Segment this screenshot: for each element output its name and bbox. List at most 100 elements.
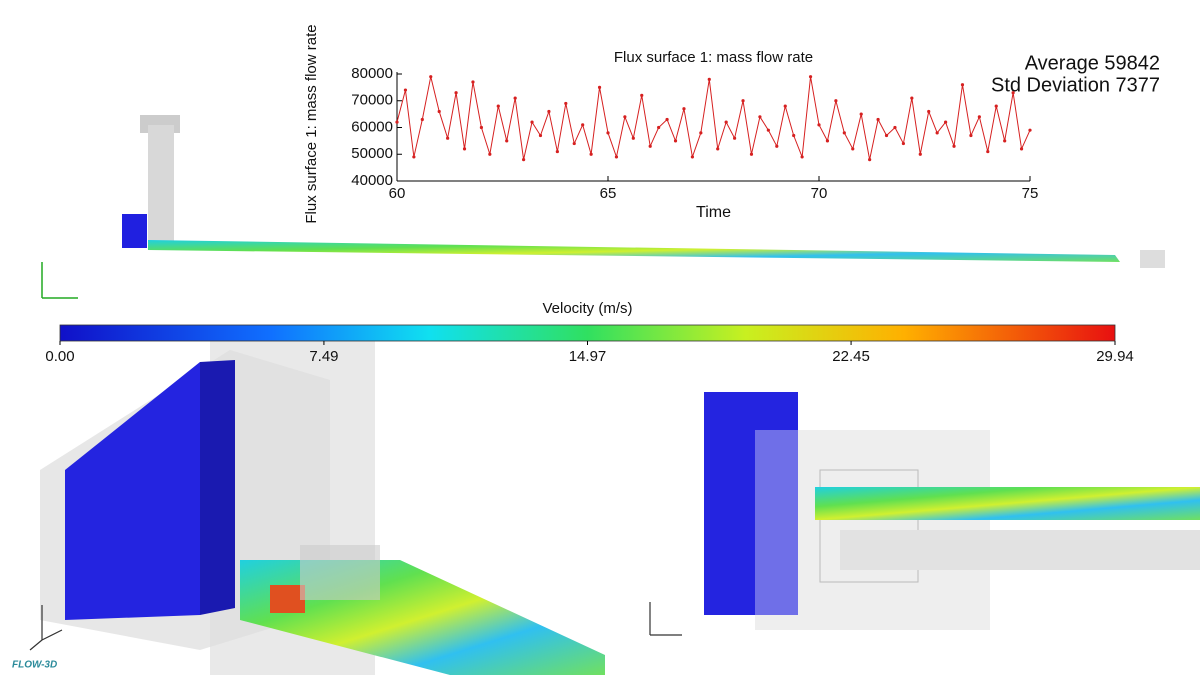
point — [766, 128, 770, 132]
point — [969, 133, 973, 138]
point — [859, 112, 863, 116]
point — [505, 139, 509, 143]
point — [564, 101, 568, 106]
point — [665, 117, 669, 122]
point — [555, 149, 559, 154]
point — [446, 136, 450, 140]
x-tick-label: 65 — [600, 185, 617, 202]
point — [623, 115, 627, 119]
point — [1003, 139, 1007, 143]
point — [716, 147, 720, 151]
point — [927, 109, 931, 114]
point — [606, 131, 610, 135]
point — [817, 123, 821, 127]
series-line — [396, 76, 1031, 160]
point — [648, 144, 652, 148]
top-view — [41, 115, 1165, 299]
gate — [300, 545, 380, 600]
point — [690, 155, 695, 159]
point — [547, 109, 551, 114]
point — [876, 117, 880, 122]
point — [952, 144, 956, 148]
axis-triad — [29, 605, 63, 651]
point — [538, 133, 543, 138]
y-tick-label: 40000 — [351, 172, 393, 189]
point — [1011, 91, 1015, 95]
flow — [815, 487, 1200, 520]
point — [800, 155, 804, 159]
point — [454, 91, 458, 95]
point — [733, 136, 737, 140]
point — [986, 149, 990, 154]
point — [614, 155, 619, 159]
point — [834, 99, 838, 103]
annotation: Std Deviation 7377 — [991, 74, 1160, 96]
y-tick-label: 70000 — [351, 92, 393, 109]
point — [851, 147, 855, 151]
y-tick-label: 80000 — [351, 65, 393, 82]
y-tick-label: 60000 — [351, 118, 393, 135]
colorbar-title: Velocity (m/s) — [542, 300, 632, 317]
point — [918, 152, 922, 156]
point — [403, 88, 408, 92]
logo: FLOW-3D — [12, 660, 57, 671]
x-tick-label: 60 — [389, 185, 406, 202]
point — [462, 147, 467, 151]
axis-triad — [41, 262, 78, 299]
point — [479, 125, 483, 130]
point — [1028, 128, 1032, 132]
point — [783, 104, 787, 108]
point — [657, 125, 661, 130]
point — [597, 85, 602, 89]
point — [707, 77, 711, 81]
reservoir-side — [200, 360, 235, 615]
plan-view — [649, 392, 1200, 636]
point — [471, 80, 475, 84]
chart-title: Flux surface 1: mass flow rate — [614, 49, 813, 66]
y-tick-label: 50000 — [351, 145, 393, 162]
x-tick-label: 75 — [1022, 185, 1039, 202]
point — [640, 93, 644, 97]
reservoir — [65, 362, 200, 620]
point — [977, 115, 981, 119]
point — [724, 120, 728, 124]
point — [412, 155, 416, 159]
point — [893, 125, 897, 130]
flow-hot — [270, 585, 305, 613]
point — [808, 75, 813, 79]
point — [581, 123, 585, 127]
colorbar-tick-label: 7.49 — [309, 348, 338, 365]
axis-triad — [649, 602, 682, 636]
point — [513, 96, 517, 100]
point — [429, 75, 433, 79]
iso-view: FLOW-3D — [12, 338, 605, 675]
point — [522, 158, 526, 162]
colorbar-tick-label: 29.94 — [1096, 348, 1134, 365]
point — [910, 96, 914, 100]
y-axis-label: Flux surface 1: mass flow rate — [303, 24, 320, 223]
tower — [148, 125, 174, 243]
point — [758, 115, 762, 119]
point — [1019, 147, 1024, 151]
colorbar-tick-label: 0.00 — [45, 348, 74, 365]
colorbar-tick-label: 22.45 — [832, 348, 870, 365]
point — [868, 158, 872, 162]
point — [699, 131, 703, 135]
point — [631, 136, 635, 140]
colorbar-tick-label: 14.97 — [569, 348, 607, 365]
point — [437, 109, 441, 114]
point — [884, 133, 889, 138]
point — [935, 131, 939, 135]
point — [842, 131, 846, 135]
x-axis-label: Time — [696, 204, 731, 221]
point — [673, 139, 678, 143]
x-tick-label: 70 — [811, 185, 828, 202]
point — [395, 120, 399, 124]
gate — [819, 469, 919, 583]
point — [825, 139, 830, 143]
point — [792, 133, 796, 138]
point — [741, 99, 745, 103]
point — [775, 144, 779, 148]
outlet — [1140, 250, 1165, 268]
